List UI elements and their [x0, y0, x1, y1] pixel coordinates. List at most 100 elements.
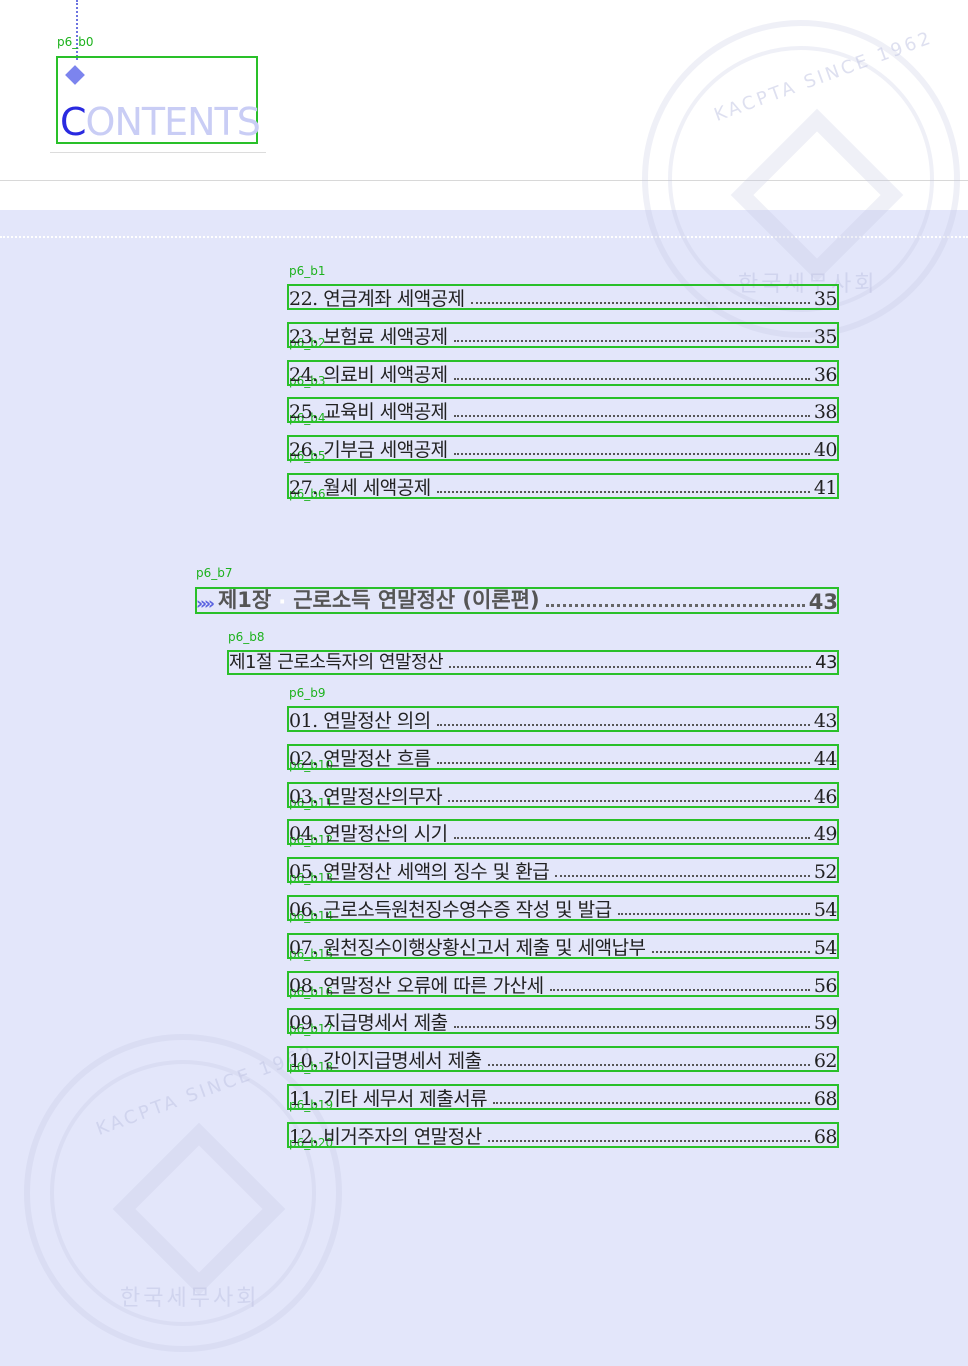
item-page: 38	[813, 401, 838, 424]
leader-dots	[453, 1026, 810, 1029]
block-label: p6_b7	[196, 566, 233, 580]
toc-item[interactable]: 24. 의료비 세액공제 36	[289, 362, 838, 386]
block-label: p6_b1	[289, 264, 326, 278]
item-number: 24.	[289, 363, 318, 386]
item-title: 연금계좌 세액공제	[323, 288, 465, 310]
item-page: 59	[813, 1012, 838, 1035]
leader-dots	[453, 453, 810, 456]
item-title: 월세 세액공제	[323, 477, 431, 499]
item-title: 연말정산 오류에 따른 가산세	[323, 974, 544, 997]
leader-dots	[470, 302, 810, 304]
item-page: 41	[813, 477, 838, 499]
toc-item[interactable]: 07. 원천징수이행상황신고서 제출 및 세액납부 54	[289, 935, 838, 959]
toc-section-heading[interactable]: 제1절 근로소득자의 연말정산 43	[229, 650, 837, 674]
item-page: 68	[813, 1125, 838, 1148]
item-title: 간이지급명세서 제출	[323, 1050, 482, 1073]
leader-dots	[449, 666, 812, 668]
toc-item[interactable]: 08. 연말정산 오류에 따른 가산세 56	[289, 973, 838, 997]
toc-item[interactable]: 10. 간이지급명세서 제출 62	[289, 1048, 838, 1073]
leader-dots	[555, 875, 810, 878]
leader-dots	[549, 988, 810, 991]
leader-dots	[487, 1139, 810, 1142]
item-number: 08.	[289, 974, 318, 997]
toc-chapter-heading[interactable]: »» 제1장 · 근로소득 연말정산 (이론편) 43	[196, 586, 838, 614]
section-block	[227, 650, 839, 675]
item-title: 연말정산 의의	[323, 710, 431, 732]
toc-item[interactable]: 09. 지급명세서 제출 59	[289, 1010, 838, 1035]
item-number: 09.	[289, 1012, 318, 1035]
toc-item[interactable]: 26. 기부금 세액공제 40	[289, 437, 838, 462]
leader-dots	[453, 339, 810, 342]
item-number: 03.	[289, 785, 318, 808]
item-title: 원천징수이행상황신고서 제출 및 세액납부	[323, 936, 646, 959]
leader-dots	[651, 950, 810, 953]
header-block	[56, 56, 258, 144]
toc-item[interactable]: 23. 보험료 세액공제 35	[289, 324, 838, 348]
page-title: CONTENTS	[60, 100, 261, 144]
item-page: 40	[813, 439, 838, 462]
leader-dots	[453, 837, 810, 840]
chapter-page: 43	[808, 590, 838, 614]
item-number: 02.	[289, 747, 318, 770]
toc-item[interactable]: 12. 비거주자의 연말정산 68	[289, 1124, 838, 1148]
item-title: 보험료 세액공제	[323, 325, 448, 348]
toc-item[interactable]: 02. 연말정산 흐름 44	[289, 746, 838, 770]
leader-dots	[453, 415, 810, 418]
leader-dots	[487, 1064, 810, 1067]
item-page: 52	[813, 861, 838, 884]
header-rule	[0, 180, 968, 181]
leader-dots	[436, 491, 810, 493]
chevron-right-icon: »»	[196, 594, 215, 614]
toc-item-box	[287, 819, 839, 846]
block-label: p6_b0	[57, 35, 94, 49]
toc-item[interactable]: 06. 근로소득원천징수영수증 작성 및 발급 54	[289, 897, 838, 921]
item-number: 07.	[289, 936, 318, 959]
item-number: 11.	[289, 1088, 318, 1110]
item-page: 43	[813, 710, 838, 732]
title-underline	[50, 152, 266, 153]
section-title: 제1절 근로소득자의 연말정산	[229, 652, 444, 673]
item-page: 44	[813, 747, 838, 770]
item-title: 연말정산 흐름	[323, 747, 431, 770]
item-page: 36	[813, 363, 838, 386]
item-page: 56	[813, 974, 838, 997]
item-page: 54	[813, 899, 838, 921]
item-title: 근로소득원천징수영수증 작성 및 발급	[323, 899, 612, 921]
toc-item-box	[287, 781, 839, 808]
toc-item-box	[287, 970, 839, 997]
toc-item-box	[287, 857, 839, 884]
item-page: 62	[813, 1050, 838, 1073]
item-number: 27.	[289, 477, 318, 499]
item-title: 교육비 세액공제	[323, 401, 448, 424]
leader-dots	[493, 1102, 810, 1104]
toc-item[interactable]: 01. 연말정산 의의 43	[289, 708, 838, 732]
leader-dots	[448, 799, 810, 802]
toc-item[interactable]: 22. 연금계좌 세액공제 35	[289, 286, 838, 310]
item-number: 01.	[289, 710, 318, 732]
toc-item-box	[287, 1008, 839, 1035]
item-number: 25.	[289, 401, 318, 424]
toc-item-box	[287, 1121, 839, 1148]
item-page: 68	[813, 1088, 838, 1110]
toc-item[interactable]: 04. 연말정산의 시기 49	[289, 821, 838, 845]
vertical-guide	[76, 0, 78, 60]
dotted-divider	[0, 236, 968, 238]
watermark-stamp-bottom: KACPTA SINCE 1962 한국세무사회	[24, 1034, 342, 1352]
toc-item[interactable]: 11. 기타 세무서 제출서류 68	[289, 1086, 838, 1110]
toc-item[interactable]: 25. 교육비 세액공제 38	[289, 399, 838, 424]
stamp-org-text: 한국세무사회	[120, 1286, 260, 1311]
item-number: 23.	[289, 325, 318, 348]
toc-item[interactable]: 27. 월세 세액공제 41	[289, 475, 838, 499]
chapter-number: 제1장	[217, 588, 272, 612]
toc-item-box	[287, 1046, 839, 1073]
item-page: 35	[813, 288, 838, 310]
item-number: 12.	[289, 1125, 318, 1148]
item-title: 연말정산 세액의 징수 및 환급	[323, 861, 550, 884]
leader-dots	[436, 724, 810, 726]
toc-item[interactable]: 05. 연말정산 세액의 징수 및 환급 52	[289, 859, 838, 884]
toc-item-box	[287, 743, 839, 770]
section-page: 43	[815, 652, 837, 673]
toc-item-box	[287, 932, 839, 959]
toc-item[interactable]: 03. 연말정산의무자 46	[289, 784, 838, 808]
item-number: 10.	[289, 1050, 318, 1073]
